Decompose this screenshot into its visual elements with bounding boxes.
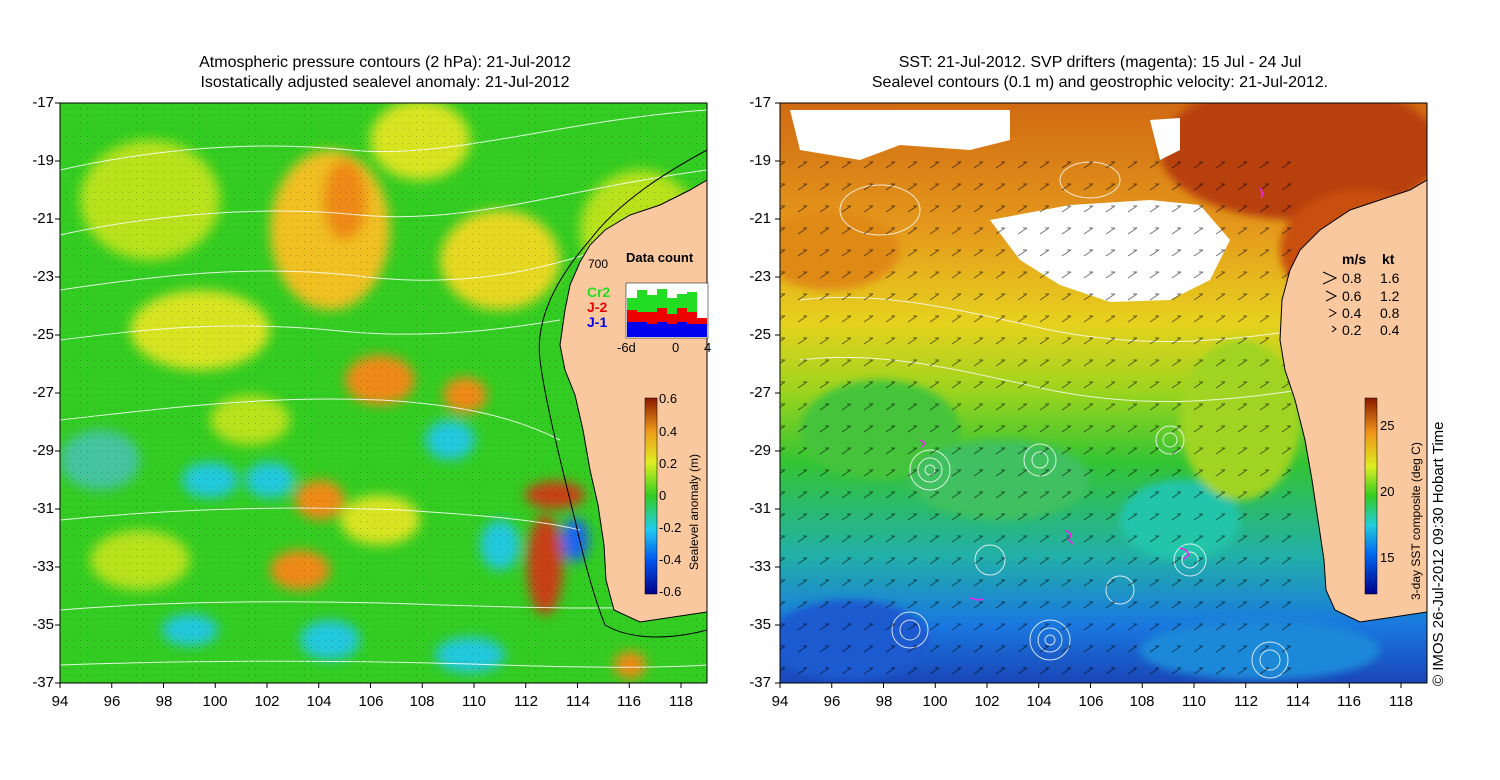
left-xtick: 116 bbox=[617, 693, 641, 710]
right-map bbox=[780, 103, 1427, 683]
left-xtick: 100 bbox=[202, 693, 228, 710]
legend-j2: J-2 bbox=[587, 299, 607, 315]
right-ytick: -33 bbox=[749, 558, 771, 575]
left-ytick: -25 bbox=[32, 326, 54, 343]
left-ytick: -33 bbox=[32, 558, 54, 575]
left-xtick: 98 bbox=[155, 693, 173, 710]
right-xtick: 106 bbox=[1078, 693, 1104, 710]
right-title-line2: Sealevel contours (0.1 m) and geostrophi… bbox=[871, 74, 1329, 91]
imos-credit: © IMOS 26-Jul-2012 09:30 Hobart Time bbox=[1430, 421, 1447, 686]
sst-colorbar-label: 3-day SST composite (deg C) bbox=[1409, 442, 1423, 600]
legend-header-ms: m/s bbox=[1342, 251, 1366, 267]
left-ytick: -35 bbox=[32, 616, 54, 633]
sst-tick-15: 15 bbox=[1380, 550, 1394, 565]
anom-tick-0: 0.6 bbox=[659, 391, 677, 406]
left-ytick: -23 bbox=[32, 268, 54, 285]
data-count-bars bbox=[627, 289, 707, 337]
left-xtick: 96 bbox=[103, 693, 121, 710]
data-count-tick-0: 0 bbox=[672, 340, 679, 355]
right-ytick: -23 bbox=[749, 268, 771, 285]
right-ytick: -35 bbox=[749, 616, 771, 633]
left-xtick: 94 bbox=[51, 693, 69, 710]
legend-header-kt: kt bbox=[1382, 251, 1395, 267]
anom-tick-4: -0.2 bbox=[659, 520, 681, 535]
legend-kt-1: 1.2 bbox=[1380, 288, 1400, 304]
right-xtick: 102 bbox=[974, 693, 1000, 710]
data-count-tick-4: 4 bbox=[704, 340, 711, 355]
legend-arrow-0.6 bbox=[1325, 290, 1338, 302]
right-xtick: 116 bbox=[1337, 693, 1361, 710]
legend-arrow-0.8 bbox=[1322, 271, 1338, 285]
legend-arrow-0.4 bbox=[1328, 308, 1338, 318]
data-count-inset: Data count -6d 0 4 Cr2 J-2 J-1 700 bbox=[587, 250, 711, 355]
legend-kt-0: 1.6 bbox=[1380, 270, 1400, 286]
anom-tick-1: 0.4 bbox=[659, 424, 677, 439]
right-xtick: 100 bbox=[922, 693, 948, 710]
right-xtick: 96 bbox=[823, 693, 841, 710]
legend-ms-0: 0.8 bbox=[1342, 270, 1362, 286]
right-ytick: -17 bbox=[749, 94, 771, 111]
anom-tick-3: 0 bbox=[659, 488, 666, 503]
legend-ms-3: 0.2 bbox=[1342, 322, 1362, 338]
anom-tick-5: -0.4 bbox=[659, 552, 681, 567]
left-ytick: -19 bbox=[32, 152, 54, 169]
right-xtick: 114 bbox=[1286, 693, 1310, 710]
anom-tick-2: 0.2 bbox=[659, 456, 677, 471]
axis-ticks bbox=[55, 102, 1402, 688]
left-title-line2: Isostatically adjusted sealevel anomaly:… bbox=[200, 74, 570, 91]
right-xtick: 110 bbox=[1182, 693, 1206, 710]
left-ytick: -17 bbox=[32, 94, 54, 111]
svp-drifters bbox=[919, 187, 1264, 601]
legend-j1: J-1 bbox=[587, 314, 607, 330]
left-xtick: 106 bbox=[358, 693, 384, 710]
left-xtick: 104 bbox=[306, 693, 332, 710]
anomaly-colorbar-label: Sealevel anomaly (m) bbox=[687, 454, 701, 570]
left-ytick: -31 bbox=[32, 500, 54, 517]
data-count-title: Data count bbox=[626, 250, 694, 265]
left-xtick: 102 bbox=[254, 693, 280, 710]
right-ytick: -37 bbox=[749, 674, 771, 691]
left-xtick: 114 bbox=[566, 693, 590, 710]
legend-ms-1: 0.6 bbox=[1342, 288, 1362, 304]
legend-kt-2: 0.8 bbox=[1380, 305, 1400, 321]
sst-tick-20: 20 bbox=[1380, 484, 1394, 499]
right-xtick: 98 bbox=[875, 693, 893, 710]
legend-arrow-0.2 bbox=[1331, 325, 1337, 333]
right-ytick: -27 bbox=[749, 384, 771, 401]
left-map bbox=[60, 103, 707, 683]
right-ytick: -31 bbox=[749, 500, 771, 517]
left-xtick: 108 bbox=[409, 693, 435, 710]
left-xtick: 112 bbox=[514, 693, 538, 710]
velocity-arrows bbox=[780, 160, 1300, 680]
right-xtick: 104 bbox=[1026, 693, 1052, 710]
legend-ms-2: 0.4 bbox=[1342, 305, 1362, 321]
sst-tick-25: 25 bbox=[1380, 418, 1394, 433]
right-ytick: -25 bbox=[749, 326, 771, 343]
left-xtick: 118 bbox=[669, 693, 693, 710]
data-count-tick-minus6: -6d bbox=[617, 340, 636, 355]
right-xtick: 118 bbox=[1389, 693, 1413, 710]
left-ytick: -27 bbox=[32, 384, 54, 401]
anom-tick-6: -0.6 bbox=[659, 584, 681, 599]
australia-land-right bbox=[1279, 179, 1427, 623]
right-ytick: -29 bbox=[749, 442, 771, 459]
legend-cr2: Cr2 bbox=[587, 284, 611, 300]
right-xtick: 108 bbox=[1129, 693, 1155, 710]
right-ytick: -21 bbox=[749, 210, 771, 227]
right-title-line1: SST: 21-Jul-2012. SVP drifters (magenta)… bbox=[898, 54, 1302, 71]
right-ytick: -19 bbox=[749, 152, 771, 169]
left-xtick: 110 bbox=[462, 693, 486, 710]
velocity-legend: m/s kt 0.8 1.6 0.6 1.2 0.4 0.8 0.2 0.4 bbox=[1322, 251, 1400, 338]
anomaly-colorbar: 0.6 0.4 0.2 0 -0.2 -0.4 -0.6 Sealevel an… bbox=[644, 391, 701, 599]
left-title-line1: Atmospheric pressure contours (2 hPa): 2… bbox=[199, 54, 571, 71]
sst-colorbar: 25 20 15 3-day SST composite (deg C) bbox=[1364, 397, 1423, 600]
left-ytick: -37 bbox=[32, 674, 54, 691]
left-ytick: -21 bbox=[32, 210, 54, 227]
left-ytick: -29 bbox=[32, 442, 54, 459]
right-xtick: 94 bbox=[771, 693, 789, 710]
right-xtick: 112 bbox=[1234, 693, 1258, 710]
legend-kt-3: 0.4 bbox=[1380, 322, 1400, 338]
depth-label: 700 bbox=[588, 257, 608, 271]
